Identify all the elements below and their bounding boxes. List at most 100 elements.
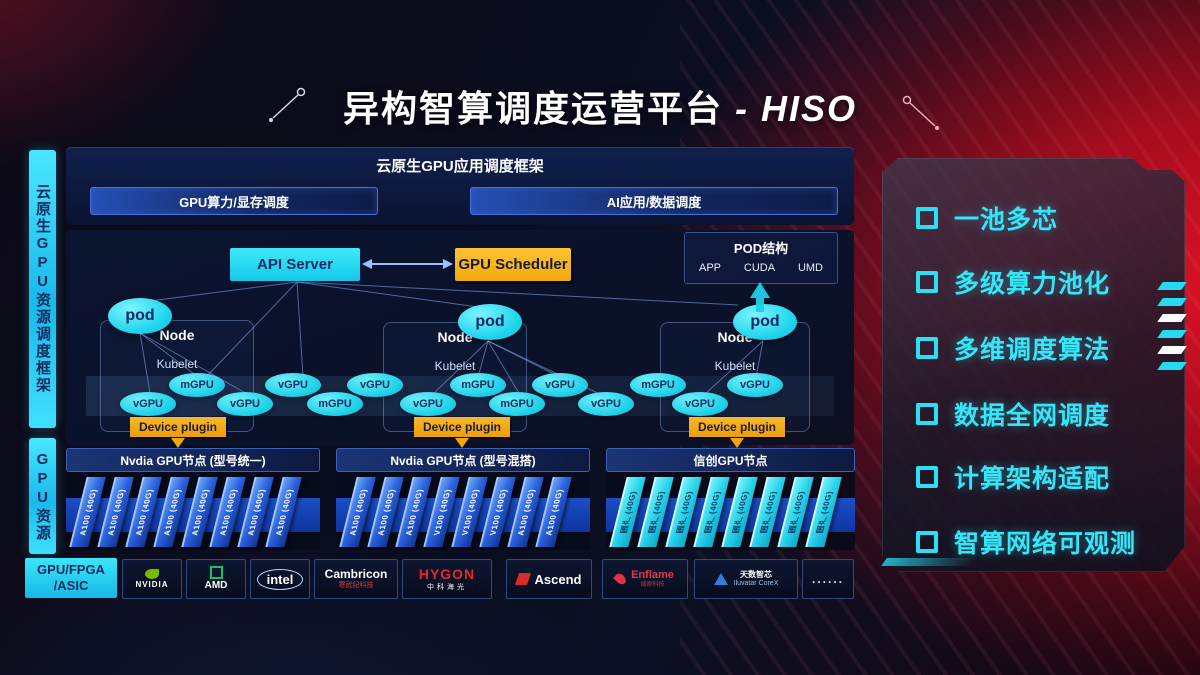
rail-gpu-resource: GPU资源 — [29, 438, 56, 554]
pod-structure-title: POD结构 — [733, 241, 789, 256]
gpu-group-xinchuang: 信创GPU节点 国产 (40G) 国产 (40G) 国产 (40G) 国产 (4… — [606, 448, 855, 550]
iluvatar-logo-icon — [713, 573, 728, 585]
iluvatar-label-en: Iluvatar CoreX — [733, 580, 779, 588]
gpu-oval: vGPU — [532, 373, 588, 397]
gpu-oval: vGPU — [120, 392, 176, 416]
square-bullet-icon — [916, 271, 938, 293]
nvidia-logo-icon — [145, 568, 159, 579]
vendor-cambricon: Cambricon 寒武纪科技 — [314, 559, 398, 599]
gpu-oval: mGPU — [450, 373, 506, 397]
gpu-scheduler-box: GPU Scheduler — [455, 248, 571, 281]
feature-item: 多维调度算法 — [916, 330, 1110, 366]
page-title-main: 异构智算调度运营平台 — [342, 88, 723, 129]
gpu-oval: vGPU — [672, 392, 728, 416]
gpu-oval: vGPU — [347, 373, 403, 397]
enflame-logo-icon — [613, 571, 629, 587]
feature-label: 数据全网调度 — [954, 402, 1111, 430]
hardware-line1: GPU/FPGA — [37, 561, 105, 577]
kubelet-label: Kubelet — [714, 359, 756, 373]
enflame-label-zh: 燧原科技 — [640, 582, 665, 589]
gpu-group-header: Nvdia GPU节点 (型号混搭) — [336, 448, 590, 472]
feature-item: 多级算力池化 — [916, 264, 1110, 300]
hygon-label-zh: 中科海光 — [427, 583, 467, 591]
feature-item: 智算网络可观测 — [916, 524, 1136, 560]
gpu-oval: mGPU — [630, 373, 686, 397]
feature-label: 智算网络可观测 — [954, 530, 1137, 558]
feature-item: 一池多芯 — [916, 200, 1058, 236]
circuit-decoration-right — [902, 95, 939, 130]
app-scheduling-panel: 云原生GPU应用调度框架 GPU算力/显存调度 AI应用/数据调度 — [66, 147, 854, 225]
feature-label: 多维调度算法 — [954, 336, 1111, 364]
gpu-oval: vGPU — [217, 392, 273, 416]
plugin-arrow-1 — [171, 438, 185, 448]
pod-structure-item-cuda: CUDA — [743, 262, 776, 274]
gpu-group-uniform: Nvdia GPU节点 (型号统一) A100 (40G) A100 (40G)… — [66, 448, 320, 550]
device-plugin-3: Device plugin — [689, 417, 785, 437]
enflame-label: Enflame — [631, 568, 674, 581]
square-bullet-icon — [916, 466, 938, 488]
cambricon-label: Cambricon — [324, 566, 388, 581]
ascend-label: Ascend — [534, 571, 582, 587]
intel-logo: intel — [256, 568, 304, 590]
feature-item: 数据全网调度 — [916, 396, 1110, 432]
vendor-amd: AMD — [186, 559, 246, 599]
feature-label: 计算架构适配 — [954, 465, 1111, 493]
square-bullet-icon — [916, 207, 938, 229]
gpu-oval: vGPU — [265, 373, 321, 397]
gpu-oval: mGPU — [307, 392, 363, 416]
gpu-oval: mGPU — [489, 392, 545, 416]
api-server-box: API Server — [230, 248, 360, 281]
iluvatar-label-zh: 天数智芯 — [740, 569, 772, 579]
app-scheduling-title: 云原生GPU应用调度框架 — [376, 158, 544, 175]
kubelet-label: Kubelet — [156, 357, 198, 371]
pod-ellipse-2: pod — [458, 304, 522, 340]
feature-panel: 一池多芯 多级算力池化 多维调度算法 数据全网调度 计算架构适配 智算网络可观测 — [882, 158, 1185, 572]
circuit-decoration-left — [269, 87, 306, 122]
gpu-oval: vGPU — [578, 392, 634, 416]
gpu-oval: vGPU — [727, 373, 783, 397]
plugin-arrow-3 — [730, 438, 744, 448]
square-bullet-icon — [916, 337, 938, 359]
vendor-nvidia: NVIDIA — [122, 559, 182, 599]
pod-structure-item-umd: UMD — [797, 262, 823, 274]
nvidia-label: NVIDIA — [135, 579, 169, 589]
rail-cloud-native-framework: 云原生GPU资源调度框架 — [29, 150, 56, 428]
bar-gpu-compute-scheduling: GPU算力/显存调度 — [90, 187, 378, 215]
vendor-iluvatar: 天数智芯 Iluvatar CoreX — [694, 559, 798, 599]
cambricon-label-zh: 寒武纪科技 — [338, 582, 374, 590]
vendor-ascend: Ascend — [506, 559, 592, 599]
gpu-oval: mGPU — [169, 373, 225, 397]
kubelet-label: Kubelet — [434, 359, 476, 373]
vendor-enflame: Enflame 燧原科技 — [602, 559, 688, 599]
hygon-label: HYGON — [418, 566, 476, 583]
vendor-hygon: HYGON 中科海光 — [402, 559, 492, 599]
device-plugin-1: Device plugin — [130, 417, 226, 437]
gpu-group-header: Nvdia GPU节点 (型号统一) — [66, 448, 320, 472]
amd-logo-icon — [209, 566, 223, 580]
feature-item: 计算架构适配 — [916, 459, 1110, 495]
gpu-group-mixed: Nvdia GPU节点 (型号混搭) A100 (40G) A100 (40G)… — [336, 448, 590, 550]
bar-ai-data-scheduling: AI应用/数据调度 — [470, 187, 838, 215]
page-title: 异构智算调度运营平台 - HISO — [0, 80, 1200, 132]
pod-ellipse-3: pod — [733, 304, 797, 340]
ascend-logo-icon — [514, 573, 531, 585]
vendor-intel: intel — [250, 559, 310, 599]
vendor-more: ...... — [802, 559, 854, 599]
page-title-suffix: - HISO — [735, 88, 858, 129]
feature-label: 一池多芯 — [954, 206, 1059, 234]
square-bullet-icon — [916, 531, 938, 553]
square-bullet-icon — [916, 403, 938, 425]
plugin-arrow-2 — [455, 438, 469, 448]
amd-label: AMD — [204, 580, 228, 592]
hardware-line2: /ASIC — [53, 578, 89, 593]
gpu-group-header: 信创GPU节点 — [606, 448, 855, 472]
cluster-panel: API Server GPU Scheduler POD结构 APP CUDA … — [66, 230, 854, 445]
slash-decoration — [1157, 282, 1187, 370]
pod-ellipse-1: pod — [108, 298, 172, 334]
rail-hardware-types: GPU/FPGA /ASIC — [25, 558, 117, 598]
device-plugin-2: Device plugin — [414, 417, 510, 437]
pod-structure-item-app: APP — [699, 262, 722, 274]
pod-structure-box: POD结构 APP CUDA UMD — [684, 232, 838, 284]
feature-label: 多级算力池化 — [954, 270, 1111, 298]
